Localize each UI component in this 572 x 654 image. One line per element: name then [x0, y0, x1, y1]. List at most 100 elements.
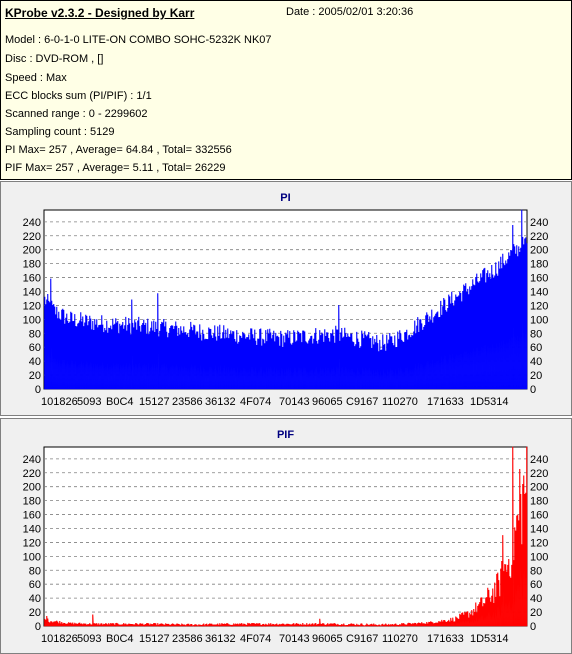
scan-date: Date : 2005/02/01 3:20:36: [286, 6, 414, 18]
pif-ytick-left: 60: [29, 579, 41, 591]
pi-ytick-right: 220: [530, 231, 548, 243]
pi-ytick-right: 100: [530, 314, 548, 326]
pi-ytick-right: 240: [530, 217, 548, 229]
pi-ytick-right: 160: [530, 273, 548, 285]
info-disc: Disc : DVD-ROM , []: [5, 53, 104, 65]
app-title: KProbe v2.3.2 - Designed by Karr: [5, 6, 195, 20]
pif-ytick-left: 40: [29, 593, 41, 605]
pif-ytick-left: 200: [23, 482, 41, 494]
disc-info-header: KProbe v2.3.2 - Designed by Karr Date : …: [0, 0, 572, 180]
pif-ytick-left: 20: [29, 607, 41, 619]
pi-xtick-label: 1D5314: [470, 396, 509, 408]
pi-bars: [44, 209, 528, 390]
pif-ytick-right: 120: [530, 537, 548, 549]
pif-chart-panel: PIF 0 0 20 20 40 40 60 60 80 80 100 100 120 120 140 140 1…: [0, 418, 572, 654]
pi-xtick-label: 5093: [77, 396, 101, 408]
pi-ytick-left: 20: [29, 370, 41, 382]
pif-ytick-right: 80: [530, 565, 542, 577]
pif-ytick-right: 0: [530, 621, 536, 633]
pi-xtick-label: 23586: [172, 396, 203, 408]
pi-ytick-left: 80: [29, 328, 41, 340]
pif-ytick-right: 180: [530, 496, 548, 508]
pif-ytick-left: 0: [35, 621, 41, 633]
info-model: Model : 6-0-1-0 LITE-ON COMBO SOHC-5232K…: [5, 34, 272, 46]
pi-xtick-label: B0C4: [106, 396, 134, 408]
pif-ytick-right: 200: [530, 482, 548, 494]
pif-xtick-label: 5093: [77, 633, 101, 645]
pi-ytick-left: 140: [23, 286, 41, 298]
pif-xtick-label: 1D5314: [470, 633, 509, 645]
pi-chart-panel: PI 0 0 20 20 40 40 60 60 80 80 100 100 120 120 140 140 16…: [0, 181, 572, 416]
pif-ytick-right: 100: [530, 551, 548, 563]
info-speed: Speed : Max: [5, 72, 67, 84]
pi-chart-title: PI: [280, 192, 290, 204]
pif-ytick-right: 220: [530, 468, 548, 480]
pif-ytick-left: 240: [23, 454, 41, 466]
pi-ytick-left: 160: [23, 273, 41, 285]
pi-xtick-label: 70143: [279, 396, 310, 408]
pif-ytick-right: 20: [530, 607, 542, 619]
pi-xtick-label: 96065: [312, 396, 343, 408]
pi-ytick-left: 240: [23, 217, 41, 229]
pi-ytick-left: 100: [23, 314, 41, 326]
pif-plot-area: [43, 446, 528, 627]
pif-xtick-label: B0C4: [106, 633, 134, 645]
info-ecc: ECC blocks sum (PI/PIF) : 1/1: [5, 90, 152, 102]
pif-ytick-left: 80: [29, 565, 41, 577]
pi-xtick-label: 110270: [382, 396, 418, 408]
pi-ytick-left: 180: [23, 259, 41, 271]
pi-ytick-left: 200: [23, 245, 41, 257]
pi-ytick-right: 120: [530, 300, 548, 312]
pif-ytick-left: 160: [23, 510, 41, 522]
pi-xtick-label: 171633: [427, 396, 464, 408]
info-range: Scanned range : 0 - 2299602: [5, 108, 148, 120]
pif-ytick-right: 240: [530, 454, 548, 466]
info-pi-stats: PI Max= 257 , Average= 64.84 , Total= 33…: [5, 144, 232, 156]
pif-chart-title: PIF: [277, 429, 294, 441]
pif-xtick-label: 23586: [172, 633, 203, 645]
pi-xtick-label: 36132: [205, 396, 236, 408]
pif-xtick-label: 171633: [427, 633, 464, 645]
pi-xtick-label: 15127: [139, 396, 170, 408]
pif-ytick-right: 40: [530, 593, 542, 605]
pif-xtick-label: 101826: [41, 633, 78, 645]
pi-ytick-right: 60: [530, 342, 542, 354]
pif-ytick-right: 140: [530, 523, 548, 535]
pif-xtick-label: 4F074: [240, 633, 271, 645]
pif-ytick-left: 100: [23, 551, 41, 563]
pif-xtick-label: 96065: [312, 633, 343, 645]
pif-xtick-label: 36132: [205, 633, 236, 645]
pif-xtick-label: 15127: [139, 633, 170, 645]
pif-series: [44, 446, 528, 628]
pi-xtick-label: C9167: [346, 396, 378, 408]
pif-ytick-left: 140: [23, 523, 41, 535]
pi-xtick-label: 4F074: [240, 396, 271, 408]
info-sampling: Sampling count : 5129: [5, 126, 115, 138]
pif-xtick-label: 70143: [279, 633, 310, 645]
pi-ytick-right: 140: [530, 286, 548, 298]
pi-ytick-left: 60: [29, 342, 41, 354]
pi-ytick-right: 20: [530, 370, 542, 382]
pi-series: [44, 209, 528, 390]
pi-ytick-left: 40: [29, 356, 41, 368]
pif-ytick-left: 180: [23, 496, 41, 508]
pi-xtick-label: 101826: [41, 396, 78, 408]
pif-ytick-left: 220: [23, 468, 41, 480]
pi-ytick-right: 200: [530, 245, 548, 257]
pi-ytick-right: 40: [530, 356, 542, 368]
pi-ytick-right: 180: [530, 259, 548, 271]
pi-ytick-left: 0: [35, 384, 41, 396]
pif-ytick-right: 160: [530, 510, 548, 522]
pi-ytick-left: 120: [23, 300, 41, 312]
pif-bars: [44, 446, 528, 628]
pif-xtick-label: 110270: [382, 633, 418, 645]
pif-ytick-right: 60: [530, 579, 542, 591]
pi-ytick-left: 220: [23, 231, 41, 243]
pif-xtick-label: C9167: [346, 633, 378, 645]
pi-ytick-right: 0: [530, 384, 536, 396]
pi-ytick-right: 80: [530, 328, 542, 340]
pif-ytick-left: 120: [23, 537, 41, 549]
info-pif-stats: PIF Max= 257 , Average= 5.11 , Total= 26…: [5, 162, 226, 174]
